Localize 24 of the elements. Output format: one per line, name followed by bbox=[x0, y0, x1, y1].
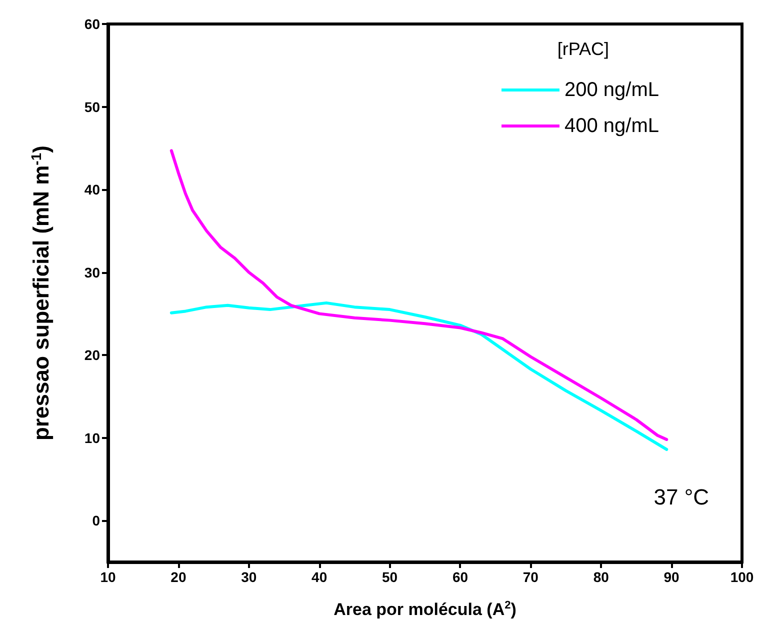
x-tick-label: 60 bbox=[452, 569, 468, 585]
line-series bbox=[170, 301, 668, 451]
y-tick-label: 30 bbox=[84, 264, 100, 280]
x-tick-label: 10 bbox=[100, 569, 116, 585]
legend-label: 200 ng/mL bbox=[564, 79, 660, 101]
legend-label: 400 ng/mL bbox=[564, 115, 660, 137]
x-tick-label: 80 bbox=[593, 569, 610, 585]
x-tick-label: 50 bbox=[382, 569, 398, 585]
annotation: 37 °C bbox=[654, 484, 710, 510]
y-tick-label: 40 bbox=[84, 182, 100, 198]
y-tick-label: 60 bbox=[84, 16, 100, 32]
x-tick-label: 90 bbox=[664, 569, 680, 585]
x-tick-label: 100 bbox=[730, 569, 754, 585]
x-tick-label: 20 bbox=[170, 569, 186, 585]
x-tick-label: 40 bbox=[312, 569, 328, 585]
line-series bbox=[170, 149, 668, 441]
y-tick-label: 20 bbox=[84, 347, 100, 364]
y-tick-label: 10 bbox=[84, 430, 100, 446]
y-tick-label: 0 bbox=[92, 512, 100, 529]
x-tick-label: 30 bbox=[241, 569, 257, 585]
y-axis-title: pressao superficial (mN m-1) bbox=[28, 146, 54, 440]
y-tick-label: 50 bbox=[84, 98, 100, 115]
x-tick-label: 70 bbox=[522, 569, 539, 585]
legend-title: [rPAC] bbox=[557, 39, 609, 59]
